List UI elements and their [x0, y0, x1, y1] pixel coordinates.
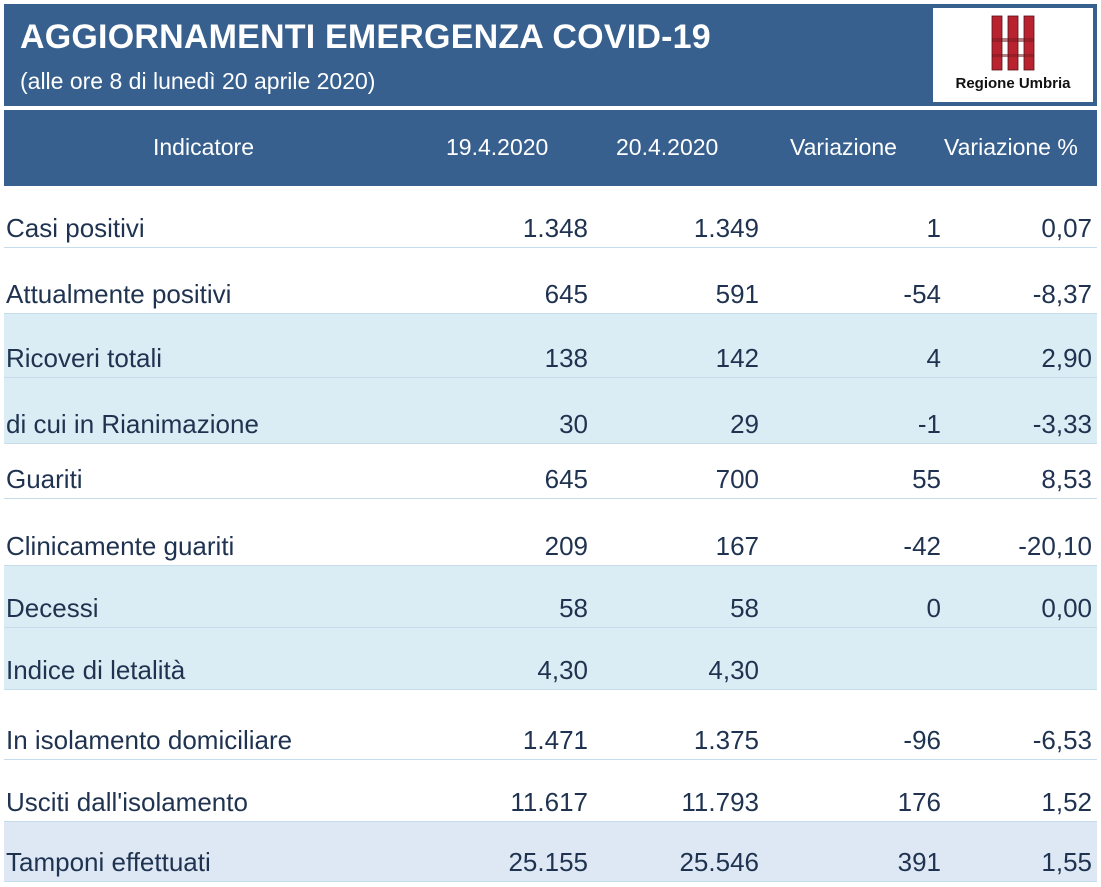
cell-date2: 167 [715, 531, 759, 561]
cell-date2: 25.546 [679, 847, 759, 877]
table-row: Tamponi effettuati 25.155 25.546 391 1,5… [4, 822, 1097, 882]
table-row: Guariti 645 700 55 8,53 [4, 444, 1097, 499]
cell-indicator: In isolamento domiciliare [6, 725, 293, 755]
table-row: Ricoveri totali 138 142 4 2,90 [4, 314, 1097, 378]
cell-date1: 645 [544, 279, 588, 309]
cell-indicator: Casi positivi [6, 213, 145, 243]
cell-date2: 142 [715, 343, 759, 373]
table-row: Casi positivi 1.348 1.349 1 0,07 [4, 186, 1097, 248]
table-row: Clinicamente guariti 209 167 -42 -20,10 [4, 499, 1097, 566]
cell-variation-pct: 2,90 [1041, 343, 1092, 373]
regione-umbria-emblem-icon [990, 14, 1036, 72]
cell-variation-pct: -20,10 [1018, 531, 1092, 561]
cell-variation-pct: 1,55 [1041, 847, 1092, 877]
cell-variation: -42 [903, 531, 941, 561]
cell-indicator: Ricoveri totali [6, 343, 163, 373]
cell-date1: 4,30 [537, 655, 588, 685]
page-title: AGGIORNAMENTI EMERGENZA COVID-19 [20, 18, 711, 56]
cell-date1: 25.155 [508, 847, 588, 877]
cell-date1: 1.471 [522, 725, 588, 755]
cell-date1: 58 [559, 593, 588, 623]
cell-variation: 4 [926, 343, 941, 373]
table-header: Indicatore 19.4.2020 20.4.2020 Variazion… [4, 110, 1097, 186]
cell-date1: 209 [544, 531, 588, 561]
cell-date1: 138 [544, 343, 588, 373]
table-row: Usciti dall'isolamento 11.617 11.793 176… [4, 760, 1097, 822]
table-row: di cui in Rianimazione 30 29 -1 -3,33 [4, 378, 1097, 444]
cell-indicator: Attualmente positivi [6, 279, 232, 309]
cell-variation-pct: 8,53 [1041, 464, 1092, 494]
column-header-date2: 20.4.2020 [616, 134, 719, 160]
cell-variation-pct: -8,37 [1032, 279, 1092, 309]
cell-indicator: Guariti [6, 464, 83, 494]
table-row: Decessi 58 58 0 0,00 [4, 566, 1097, 628]
cell-indicator: Clinicamente guariti [6, 531, 235, 561]
data-table-body: Casi positivi 1.348 1.349 1 0,07 Attualm… [4, 186, 1097, 882]
cell-indicator: Indice di letalità [6, 655, 186, 685]
column-header-indicator: Indicatore [153, 134, 255, 160]
cell-variation-pct: -3,33 [1032, 409, 1092, 439]
cell-variation: 176 [897, 787, 941, 817]
cell-variation-pct: 0,07 [1041, 213, 1092, 243]
table-row: Attualmente positivi 645 591 -54 -8,37 [4, 248, 1097, 314]
cell-date2: 1.349 [693, 213, 759, 243]
cell-variation: -54 [903, 279, 941, 309]
cell-variation-pct: -6,53 [1032, 725, 1092, 755]
cell-indicator: Decessi [6, 593, 99, 623]
cell-variation: 55 [912, 464, 941, 494]
cell-date1: 645 [544, 464, 588, 494]
cell-variation: -96 [903, 725, 941, 755]
cell-date2: 1.375 [693, 725, 759, 755]
cell-date1: 30 [559, 409, 588, 439]
cell-indicator: Tamponi effettuati [6, 847, 211, 877]
cell-date2: 591 [715, 279, 759, 309]
cell-variation-pct: 0,00 [1041, 593, 1092, 623]
cell-date2: 11.793 [681, 787, 759, 817]
cell-variation: -1 [917, 409, 941, 439]
column-header-date1: 19.4.2020 [446, 134, 549, 160]
cell-variation: 391 [897, 847, 941, 877]
cell-date2: 4,30 [708, 655, 759, 685]
table-row: Indice di letalità 4,30 4,30 [4, 628, 1097, 690]
regione-umbria-logo: Regione Umbria [933, 8, 1093, 102]
cell-date1: 1.348 [522, 213, 588, 243]
cell-variation-pct: 1,52 [1041, 787, 1092, 817]
cell-date1: 11.617 [510, 787, 588, 817]
cell-date2: 700 [715, 464, 759, 494]
cell-variation: 0 [926, 593, 941, 623]
page-subtitle: (alle ore 8 di lunedì 20 aprile 2020) [20, 68, 376, 94]
cell-indicator: di cui in Rianimazione [6, 409, 259, 439]
logo-text: Regione Umbria [955, 75, 1071, 92]
column-header-variation: Variazione [790, 134, 897, 160]
report-header: AGGIORNAMENTI EMERGENZA COVID-19 (alle o… [4, 4, 1097, 106]
table-row: In isolamento domiciliare 1.471 1.375 -9… [4, 690, 1097, 760]
cell-indicator: Usciti dall'isolamento [6, 787, 248, 817]
cell-date2: 29 [730, 409, 759, 439]
cell-date2: 58 [730, 593, 759, 623]
cell-variation: 1 [926, 213, 941, 243]
column-header-variation-pct: Variazione % [944, 134, 1078, 160]
